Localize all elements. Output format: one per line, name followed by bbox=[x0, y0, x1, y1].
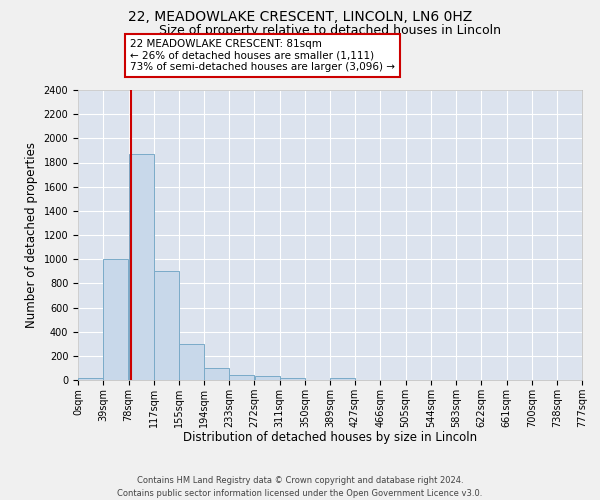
Bar bbox=[331, 378, 355, 380]
Bar bbox=[179, 344, 203, 380]
X-axis label: Distribution of detached houses by size in Lincoln: Distribution of detached houses by size … bbox=[183, 432, 477, 444]
Bar bbox=[280, 378, 305, 380]
Bar bbox=[129, 154, 154, 380]
Bar bbox=[254, 376, 280, 380]
Text: 22, MEADOWLAKE CRESCENT, LINCOLN, LN6 0HZ: 22, MEADOWLAKE CRESCENT, LINCOLN, LN6 0H… bbox=[128, 10, 472, 24]
Bar bbox=[229, 375, 254, 380]
Bar bbox=[154, 271, 179, 380]
Bar bbox=[103, 259, 128, 380]
Y-axis label: Number of detached properties: Number of detached properties bbox=[25, 142, 38, 328]
Bar bbox=[204, 368, 229, 380]
Text: 22 MEADOWLAKE CRESCENT: 81sqm
← 26% of detached houses are smaller (1,111)
73% o: 22 MEADOWLAKE CRESCENT: 81sqm ← 26% of d… bbox=[130, 38, 395, 72]
Title: Size of property relative to detached houses in Lincoln: Size of property relative to detached ho… bbox=[159, 24, 501, 38]
Bar bbox=[78, 378, 103, 380]
Text: Contains HM Land Registry data © Crown copyright and database right 2024.
Contai: Contains HM Land Registry data © Crown c… bbox=[118, 476, 482, 498]
